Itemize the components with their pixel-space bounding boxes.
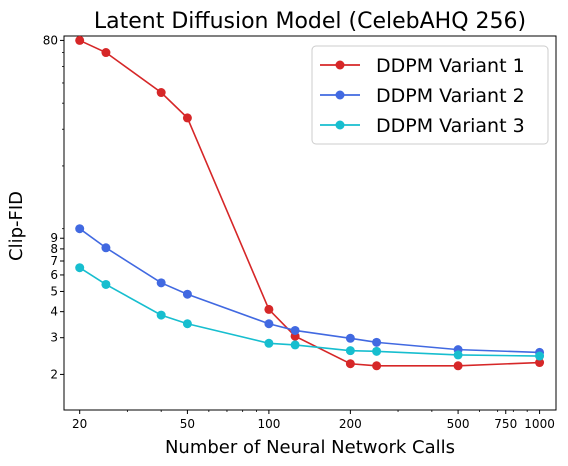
data-point <box>75 224 85 234</box>
data-point <box>453 350 463 360</box>
legend-swatch-marker <box>335 60 345 70</box>
series-layer <box>75 35 545 371</box>
data-point <box>75 35 85 45</box>
data-point <box>345 333 355 343</box>
y-axis-label: Clip-FID <box>6 191 27 261</box>
legend-swatch-marker <box>335 120 345 130</box>
data-point <box>535 358 545 368</box>
legend-swatch-marker <box>335 90 345 100</box>
data-point <box>264 304 274 314</box>
y-tick-label: 8 <box>50 242 58 256</box>
plot-frame <box>63 35 557 411</box>
data-point <box>290 325 300 335</box>
legend-item: DDPM Variant 3 <box>320 115 525 137</box>
data-point <box>264 338 274 348</box>
y-tick-label: 9 <box>50 231 58 245</box>
legend-item: DDPM Variant 1 <box>320 55 525 77</box>
x-tick-label: 1000 <box>524 417 555 431</box>
legend-label: DDPM Variant 3 <box>376 115 525 137</box>
data-point <box>290 340 300 350</box>
y-tick-label: 80 <box>43 33 58 47</box>
series-line <box>79 267 540 357</box>
data-point <box>264 319 274 329</box>
data-point <box>75 263 85 273</box>
x-tick-label: 750 <box>494 417 517 431</box>
series-3 <box>75 263 545 361</box>
series-2 <box>75 224 545 357</box>
x-tick-label: 20 <box>72 417 87 431</box>
plot-area-frame <box>63 35 557 411</box>
data-point <box>372 346 382 356</box>
legend-label: DDPM Variant 2 <box>376 85 525 107</box>
data-point <box>182 289 192 299</box>
data-point <box>453 361 463 371</box>
y-tick-label: 6 <box>50 268 58 282</box>
data-point <box>101 243 111 253</box>
series-line <box>79 39 540 367</box>
data-point <box>182 319 192 329</box>
data-point <box>101 279 111 289</box>
y-tick-label: 2 <box>50 367 58 381</box>
y-tick-label: 5 <box>50 284 58 298</box>
x-axis-label: Number of Neural Network Calls <box>165 437 455 458</box>
data-point <box>372 337 382 347</box>
x-tick-label: 50 <box>180 417 195 431</box>
data-point <box>372 361 382 371</box>
data-point <box>101 48 111 58</box>
legend-item: DDPM Variant 2 <box>320 85 525 107</box>
data-point <box>156 278 166 288</box>
chart-title: Latent Diffusion Model (CelebAHQ 256) <box>94 9 526 34</box>
y-tick-label: 3 <box>50 331 58 345</box>
data-point <box>345 359 355 369</box>
data-point <box>535 351 545 361</box>
legend-label: DDPM Variant 1 <box>376 55 525 77</box>
data-point <box>182 113 192 123</box>
legend-box <box>311 45 549 145</box>
data-point <box>156 310 166 320</box>
data-point <box>156 88 166 98</box>
x-tick-label: 100 <box>257 417 280 431</box>
legend: DDPM Variant 1 DDPM Variant 2 DDPM Variant… <box>311 45 549 145</box>
x-tick-label: 500 <box>447 417 470 431</box>
x-axis-ticks: 20 50 100 200 500 750 1000 <box>72 410 555 431</box>
x-tick-label: 200 <box>339 417 362 431</box>
y-tick-label: 4 <box>50 305 58 319</box>
data-point <box>345 346 355 356</box>
series-line <box>79 228 540 354</box>
y-tick-label: 7 <box>50 254 58 268</box>
